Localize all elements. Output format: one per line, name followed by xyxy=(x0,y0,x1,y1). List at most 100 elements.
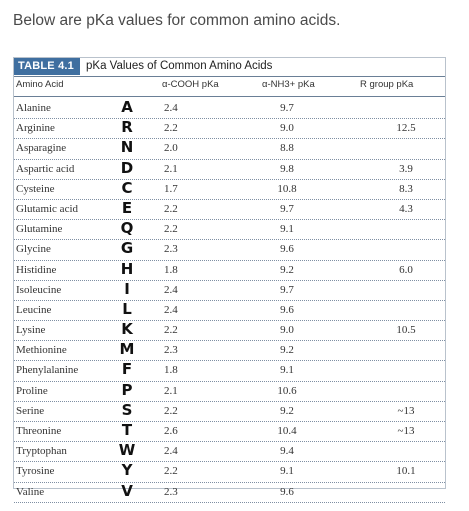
rgroup-pka-value: 12.5 xyxy=(396,122,416,135)
nh3-pka-value: 10.8 xyxy=(277,182,297,195)
cooh-pka-value: 2.2 xyxy=(164,223,178,236)
table-row: Leucine L 2.4 9.6 xyxy=(14,299,445,322)
one-letter-code: F xyxy=(121,360,133,379)
table-title: pKa Values of Common Amino Acids xyxy=(86,60,273,72)
nh3-pka-value: 9.4 xyxy=(280,445,294,458)
table-row: Glutamine Q 2.2 9.1 xyxy=(14,219,445,241)
cooh-pka-value: 2.4 xyxy=(164,283,178,296)
table-row: Histidine H 1.8 9.2 6.0 xyxy=(14,260,445,281)
amino-acid-name: Asparagine xyxy=(16,142,67,155)
one-letter-code: L xyxy=(122,299,132,318)
table-row: Lysine K 2.2 9.0 10.5 xyxy=(14,320,445,342)
table-row: Phenylalanine F 1.8 9.1 xyxy=(14,360,445,382)
nh3-pka-value: 9.1 xyxy=(280,364,294,377)
cooh-pka-value: 2.1 xyxy=(164,384,178,397)
nh3-pka-value: 9.6 xyxy=(280,485,294,498)
table-row: Threonine T 2.6 10.4 ~13 xyxy=(14,421,445,443)
amino-acid-name: Arginine xyxy=(16,122,55,135)
amino-acid-name: Tyrosine xyxy=(16,465,55,478)
amino-acid-name: Methionine xyxy=(16,344,67,357)
amino-acid-name: Threonine xyxy=(16,425,62,437)
amino-acid-name: Isoleucine xyxy=(16,283,62,296)
cooh-pka-value: 2.1 xyxy=(164,162,178,175)
cooh-pka-value: 2.4 xyxy=(164,303,178,316)
one-letter-code: K xyxy=(121,320,133,339)
one-letter-code: V xyxy=(121,481,133,500)
amino-acid-name: Valine xyxy=(16,485,45,498)
nh3-pka-value: 9.6 xyxy=(280,303,294,316)
table-row: Tyrosine Y 2.2 9.1 10.1 xyxy=(14,461,445,483)
cooh-pka-value: 2.4 xyxy=(164,445,178,458)
nh3-pka-value: 9.7 xyxy=(280,202,294,215)
one-letter-code: T xyxy=(121,421,133,439)
table-row: Isoleucine I 2.4 9.7 xyxy=(14,279,445,301)
amino-acid-name: Aspartic acid xyxy=(16,162,75,175)
cooh-pka-value: 2.0 xyxy=(164,142,178,155)
rgroup-pka-value: 10.1 xyxy=(396,465,416,478)
rgroup-pka-value: 8.3 xyxy=(399,182,413,195)
amino-acid-name: Proline xyxy=(16,384,48,397)
cooh-pka-value: 1.8 xyxy=(164,364,178,377)
pka-table-card: TABLE 4.1 pKa Values of Common Amino Aci… xyxy=(13,57,446,503)
nh3-pka-value: 9.0 xyxy=(280,122,294,135)
table-row: Cysteine C 1.7 10.8 8.3 xyxy=(14,179,445,200)
table-row: Glutamic acid E 2.2 9.7 4.3 xyxy=(14,198,445,221)
table-row: Valine V 2.3 9.6 xyxy=(14,481,445,503)
nh3-pka-value: 10.6 xyxy=(277,384,297,397)
nh3-pka-value: 9.2 xyxy=(280,263,294,276)
rgroup-pka-value: 3.9 xyxy=(399,162,413,175)
nh3-pka-value: 10.4 xyxy=(277,425,297,437)
table-header: Amino Acid α-COOH pKa α-NH3+ pKa R group… xyxy=(14,76,445,97)
cooh-pka-value: 1.7 xyxy=(164,182,178,195)
header-rgroup-pka: R group pKa xyxy=(360,79,414,90)
nh3-pka-value: 9.1 xyxy=(280,465,294,478)
one-letter-code: A xyxy=(121,98,133,116)
one-letter-code: I xyxy=(124,279,130,298)
intro-text: Below are pKa values for common amino ac… xyxy=(13,12,341,29)
cooh-pka-value: 2.6 xyxy=(164,425,178,437)
table-row: Methionine M 2.3 9.2 xyxy=(14,340,445,362)
cooh-pka-value: 2.2 xyxy=(164,404,178,417)
nh3-pka-value: 9.7 xyxy=(280,102,294,114)
table-row: Asparagine N 2.0 8.8 xyxy=(14,138,445,160)
rgroup-pka-value: ~13 xyxy=(397,404,415,417)
nh3-pka-value: 9.2 xyxy=(280,344,294,357)
table-row: Glycine G 2.3 9.6 xyxy=(14,239,445,261)
one-letter-code: E xyxy=(121,198,133,217)
one-letter-code: Q xyxy=(120,219,134,238)
nh3-pka-value: 9.2 xyxy=(280,404,294,417)
cooh-pka-value: 1.8 xyxy=(164,263,178,276)
amino-acid-name: Leucine xyxy=(16,303,52,316)
nh3-pka-value: 9.8 xyxy=(280,162,294,175)
nh3-pka-value: 9.0 xyxy=(280,324,294,337)
amino-acid-name: Phenylalanine xyxy=(16,364,79,377)
header-nh3-pka: α-NH3+ pKa xyxy=(262,79,315,90)
cooh-pka-value: 2.3 xyxy=(164,344,178,357)
amino-acid-name: Cysteine xyxy=(16,182,55,195)
cooh-pka-value: 2.2 xyxy=(164,465,178,478)
table-row: Alanine A 2.4 9.7 xyxy=(14,98,445,120)
table-row: Arginine R 2.2 9.0 12.5 xyxy=(14,118,445,140)
rgroup-pka-value: 10.5 xyxy=(396,324,416,337)
amino-acid-name: Glutamic acid xyxy=(16,202,79,215)
cooh-pka-value: 2.3 xyxy=(164,485,178,498)
table-row: Serine S 2.2 9.2 ~13 xyxy=(14,400,445,422)
one-letter-code: G xyxy=(120,239,134,258)
cooh-pka-value: 2.4 xyxy=(164,102,178,114)
one-letter-code: S xyxy=(121,400,133,419)
amino-acid-name: Lysine xyxy=(16,324,46,337)
rgroup-pka-value: 6.0 xyxy=(399,263,413,276)
nh3-pka-value: 9.1 xyxy=(280,223,294,236)
nh3-pka-value: 8.8 xyxy=(280,142,294,155)
nh3-pka-value: 9.6 xyxy=(280,243,294,256)
one-letter-code: Y xyxy=(121,461,133,480)
one-letter-code: P xyxy=(121,380,133,399)
cooh-pka-value: 2.2 xyxy=(164,202,178,215)
header-cooh-pka: α-COOH pKa xyxy=(162,79,219,90)
table-row: Proline P 2.1 10.6 xyxy=(14,380,445,402)
one-letter-code: R xyxy=(121,118,133,137)
cooh-pka-value: 2.2 xyxy=(164,122,178,135)
cooh-pka-value: 2.2 xyxy=(164,324,178,337)
amino-acid-name: Histidine xyxy=(16,263,57,276)
header-amino-acid: Amino Acid xyxy=(16,79,64,90)
